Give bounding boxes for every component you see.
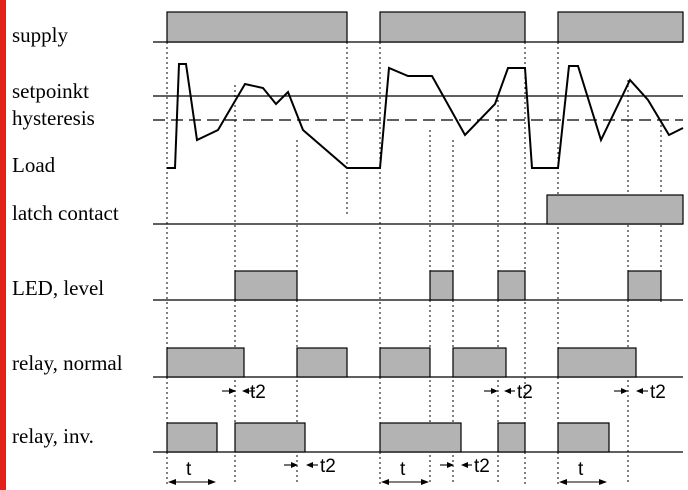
relay-inv-pulse xyxy=(497,422,526,453)
relay-normal-pulse xyxy=(379,347,431,378)
t2-marker: t2 xyxy=(614,382,666,403)
hysteresis-label: hysteresis xyxy=(12,106,95,130)
t2-label: t2 xyxy=(320,456,336,477)
t2-marker: t2 xyxy=(484,382,533,403)
relay-normal-pulse xyxy=(296,347,348,378)
t-marker: t xyxy=(559,459,607,485)
relay-inv-pulse xyxy=(379,422,462,453)
t2-label: t2 xyxy=(250,382,266,403)
relay-inv-pulse xyxy=(234,422,306,453)
t-label: t xyxy=(186,459,192,480)
supply-label: supply xyxy=(12,23,69,47)
t2-marker: t2 xyxy=(284,456,336,477)
relay-normal-pulse xyxy=(166,347,245,378)
left-accent-bar xyxy=(0,0,6,490)
guide-lines xyxy=(166,12,662,485)
latch-contact-label: latch contact xyxy=(12,201,119,225)
t-label: t xyxy=(400,459,406,480)
t2-marker: t2 xyxy=(440,456,490,477)
supply-pulse xyxy=(557,11,684,43)
load-label: Load xyxy=(12,153,56,177)
led-pulse xyxy=(497,270,526,301)
latch-pulse xyxy=(546,194,684,225)
t2-marker: t2 xyxy=(222,382,266,403)
relay-inv-pulse xyxy=(166,422,218,453)
supply-pulse xyxy=(379,11,526,43)
t2-label: t2 xyxy=(650,382,666,403)
t-marker: t xyxy=(381,459,429,485)
relay-normal-pulse xyxy=(452,347,507,378)
setpoint-label: setpoinkt xyxy=(12,79,89,103)
t2-label: t2 xyxy=(517,382,533,403)
led-pulse xyxy=(429,270,454,301)
relay-inv-pulse xyxy=(557,422,610,453)
load-curve xyxy=(167,63,684,169)
supply-pulse xyxy=(166,11,348,43)
relay-normal-label: relay, normal xyxy=(12,351,123,375)
led-level-label: LED, level xyxy=(12,276,104,300)
t2-label: t2 xyxy=(474,456,490,477)
t-marker: t xyxy=(168,459,216,485)
led-pulse xyxy=(627,270,662,301)
relay-inv-label: relay, inv. xyxy=(12,424,94,448)
t-label: t xyxy=(578,459,584,480)
led-pulse xyxy=(234,270,298,301)
relay-normal-pulse xyxy=(557,347,637,378)
